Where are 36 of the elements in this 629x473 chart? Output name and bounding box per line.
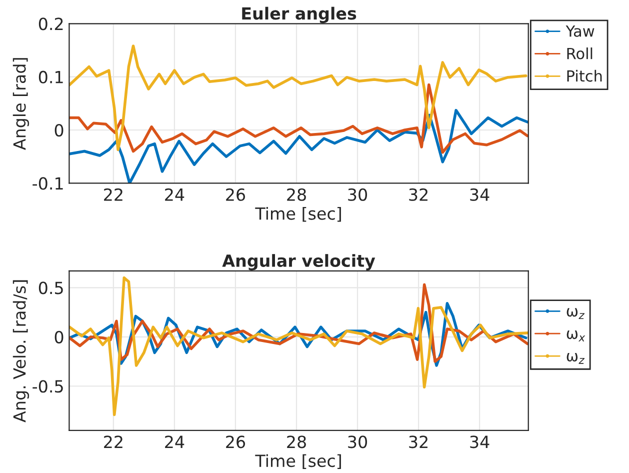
line-series xyxy=(69,44,528,152)
x-tick-label: 34 xyxy=(470,188,490,201)
legend-label: Pitch xyxy=(567,70,602,82)
chart-title: Angular velocity xyxy=(222,254,376,270)
legend-label: Roll xyxy=(567,47,592,60)
x-tick-label: 26 xyxy=(226,188,246,201)
y-tick-label: 0.1 xyxy=(38,70,63,84)
legend-label: Yaw xyxy=(566,26,594,37)
y-axis-title: Ang. Velo. [rad/s] xyxy=(12,280,30,422)
line-series xyxy=(69,276,528,416)
legend-label: ω$_{z}$ xyxy=(566,308,585,319)
y-tick-label: 0 xyxy=(54,124,64,137)
y-tick-label: -0.1 xyxy=(32,177,63,190)
x-tick-label: 24 xyxy=(165,188,184,201)
y-axis-title: Angle [rad] xyxy=(12,58,30,150)
x-tick-label: 32 xyxy=(409,436,428,448)
x-tick-label: 28 xyxy=(287,436,306,448)
x-axis-title: Time [sec] xyxy=(255,454,341,470)
x-tick-label: 30 xyxy=(348,436,368,448)
x-tick-label: 34 xyxy=(470,436,490,448)
x-tick-label: 28 xyxy=(287,188,306,201)
x-axis-title: Time [sec] xyxy=(255,206,341,222)
line-series xyxy=(69,83,528,154)
y-tick-label: 0.2 xyxy=(38,18,63,30)
x-tick-label: 30 xyxy=(348,188,368,201)
legend-label: ω$_{x}$ xyxy=(566,330,586,342)
x-tick-label: 22 xyxy=(104,436,122,448)
x-tick-label: 32 xyxy=(409,188,428,201)
y-tick-label: -0.5 xyxy=(32,380,63,393)
x-tick-label: 24 xyxy=(165,436,184,448)
x-tick-label: 22 xyxy=(104,188,122,201)
y-tick-label: 0 xyxy=(54,330,64,344)
legend-label: ω$_{z}$ xyxy=(566,352,585,364)
y-tick-label: 0.5 xyxy=(38,282,63,294)
chart-title: Euler angles xyxy=(242,6,356,24)
x-tick-label: 26 xyxy=(226,436,246,448)
